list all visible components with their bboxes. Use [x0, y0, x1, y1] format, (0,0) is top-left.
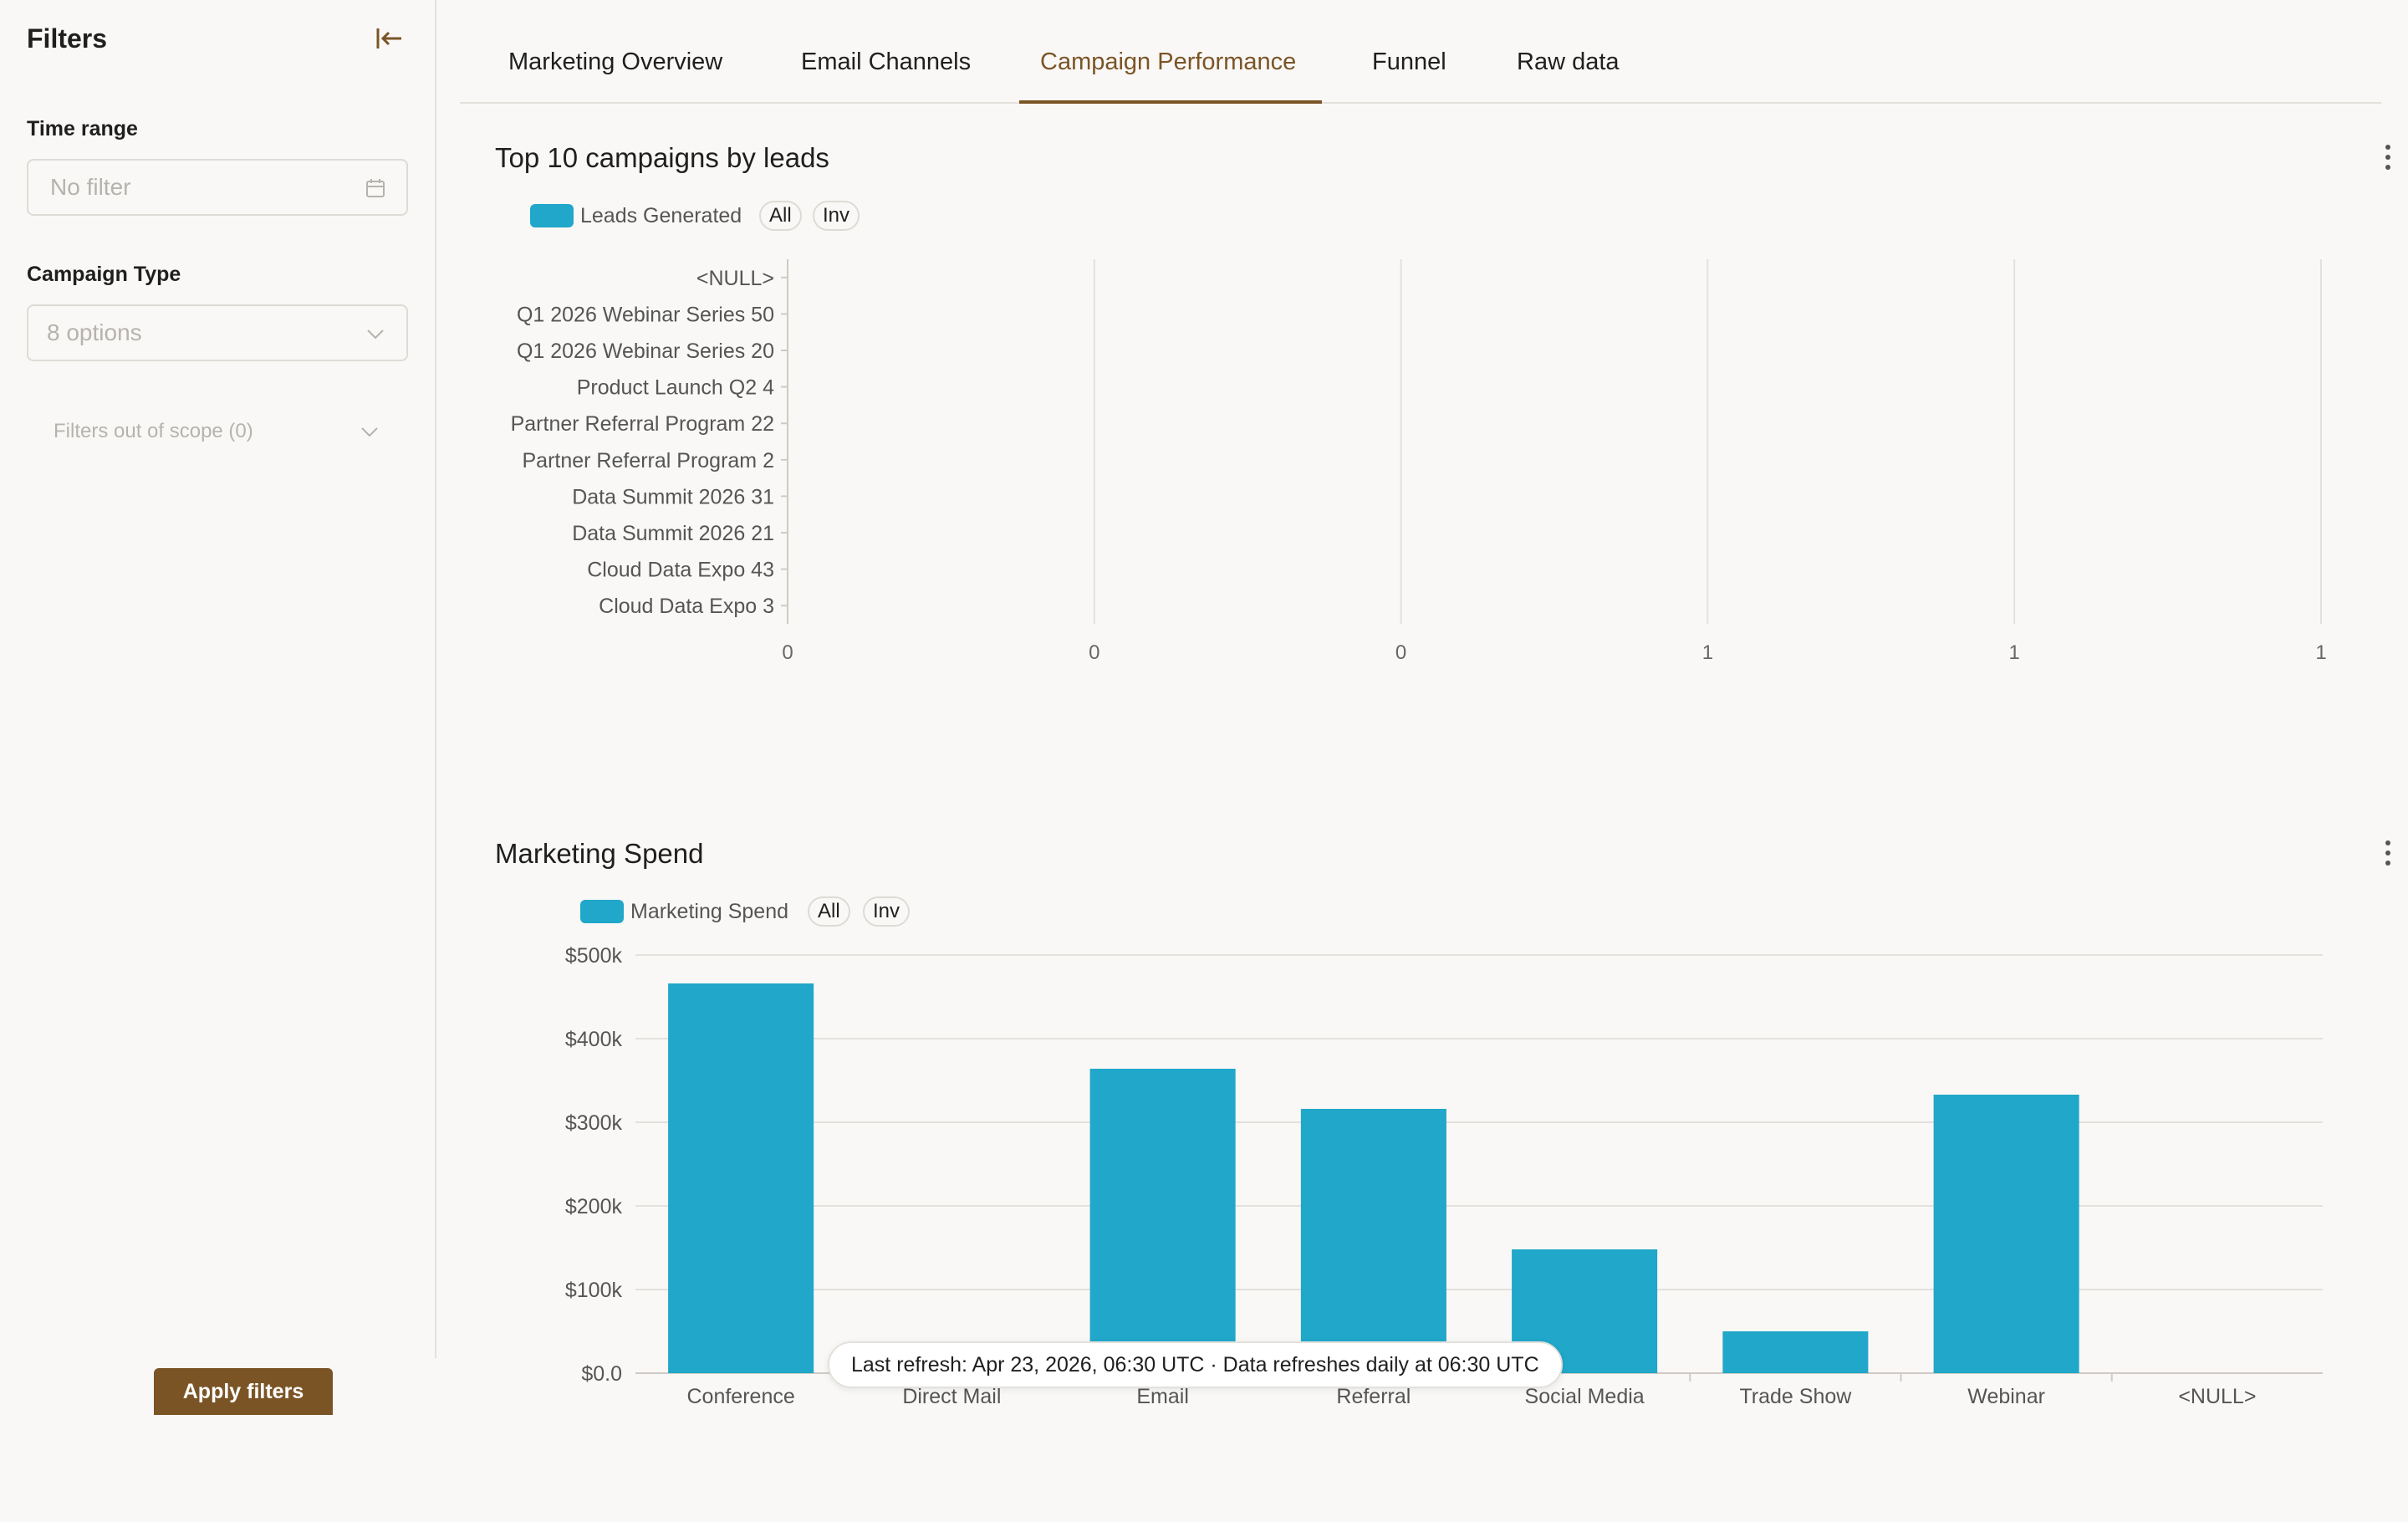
- y-tick-label: Partner Referral Program 2: [522, 449, 774, 472]
- tab-raw-data[interactable]: Raw data: [1517, 49, 1620, 75]
- bar: [1933, 1095, 2079, 1373]
- last-refresh-tooltip: Last refresh: Apr 23, 2026, 06:30 UTC · …: [828, 1341, 1563, 1388]
- y-tick-label: Partner Referral Program 22: [511, 412, 774, 436]
- bar: [1089, 1069, 1236, 1373]
- chevron-down-icon: [360, 423, 380, 440]
- tab-campaign-performance[interactable]: Campaign Performance: [1040, 49, 1297, 75]
- y-tick-label: Product Launch Q2 4: [577, 376, 774, 400]
- legend-all-button[interactable]: All: [808, 896, 850, 927]
- x-tick-label: 1: [2315, 641, 2326, 664]
- x-tick-label: 1: [1702, 641, 1713, 664]
- campaign-type-placeholder: 8 options: [47, 319, 142, 345]
- chart-title-top-campaigns: Top 10 campaigns by leads: [495, 142, 829, 173]
- bar: [1722, 1331, 1869, 1373]
- y-tick-label: Cloud Data Expo 3: [599, 595, 774, 618]
- time-range-label: Time range: [27, 117, 138, 140]
- y-tick-label: Q1 2026 Webinar Series 50: [517, 303, 774, 326]
- x-tick-label: Direct Mail: [902, 1385, 1001, 1408]
- x-tick-label: Trade Show: [1739, 1385, 1852, 1408]
- marketing-spend-chart: $0.0 $100k $200k $300k $400k $500k Conference D…: [565, 944, 2323, 1408]
- y-tick-label: Data Summit 2026 21: [572, 522, 774, 545]
- apply-filters-button[interactable]: Apply filters: [154, 1368, 333, 1415]
- x-tick-label: 0: [782, 641, 793, 664]
- filters-sidebar: Filters Time range No filter Campaign Ty…: [0, 0, 436, 1358]
- legend-label-leads[interactable]: Leads Generated: [580, 204, 742, 227]
- filters-title: Filters: [27, 23, 108, 54]
- x-tick-label: <NULL>: [2178, 1385, 2256, 1408]
- dashboard-tabs: Marketing Overview Email Channels Campai…: [460, 0, 2381, 104]
- y-tick-label: $200k: [565, 1195, 623, 1218]
- x-tick-label: Referral: [1336, 1385, 1411, 1408]
- bar: [668, 983, 814, 1373]
- bar: [1300, 1109, 1446, 1373]
- legend-all-button[interactable]: All: [759, 201, 802, 231]
- y-tick-label: <NULL>: [696, 267, 774, 290]
- y-tick-label: Q1 2026 Webinar Series 20: [517, 340, 774, 363]
- y-tick-label: Cloud Data Expo 43: [587, 559, 774, 582]
- legend-label-spend[interactable]: Marketing Spend: [630, 900, 789, 923]
- x-tick-label: 0: [1089, 641, 1099, 664]
- legend-swatch-spend[interactable]: [580, 900, 624, 923]
- tab-email-channels[interactable]: Email Channels: [801, 49, 972, 75]
- x-tick-label: Webinar: [1967, 1385, 2045, 1408]
- time-range-placeholder: No filter: [50, 174, 131, 200]
- legend-invert-button[interactable]: Inv: [813, 201, 860, 231]
- y-tick-label: $500k: [565, 944, 623, 968]
- filters-out-of-scope[interactable]: Filters out of scope (0): [54, 415, 388, 448]
- collapse-sidebar-icon[interactable]: [373, 22, 406, 55]
- campaign-type-select[interactable]: 8 options: [27, 304, 408, 361]
- legend-invert-button[interactable]: Inv: [863, 896, 911, 927]
- tab-marketing-overview[interactable]: Marketing Overview: [508, 49, 723, 75]
- more-options-icon[interactable]: [2378, 140, 2398, 174]
- more-options-icon[interactable]: [2378, 836, 2398, 870]
- y-tick-label: Data Summit 2026 31: [572, 485, 774, 508]
- campaign-type-label: Campaign Type: [27, 263, 181, 286]
- chart-title-marketing-spend: Marketing Spend: [495, 838, 704, 869]
- y-tick-label: $400k: [565, 1028, 623, 1051]
- top-campaigns-chart: 0 0 0 1 1 1 <NULL> Q1 2026 Webinar Series 50 Q1 …: [511, 259, 2327, 664]
- x-tick-label: 0: [1395, 641, 1406, 664]
- active-tab-indicator: [1019, 100, 1322, 104]
- chevron-down-icon: [365, 323, 386, 345]
- y-tick-label: $0.0: [581, 1362, 622, 1386]
- legend-swatch-leads[interactable]: [530, 204, 574, 227]
- y-tick-label: $300k: [565, 1111, 623, 1135]
- filters-out-of-scope-label: Filters out of scope (0): [54, 420, 253, 442]
- y-tick-label: $100k: [565, 1279, 623, 1302]
- x-tick-label: 1: [2009, 641, 2020, 664]
- x-tick-label: Email: [1136, 1385, 1189, 1408]
- tab-funnel[interactable]: Funnel: [1372, 49, 1446, 75]
- x-tick-label: Social Media: [1525, 1385, 1645, 1408]
- time-range-input[interactable]: No filter: [27, 159, 408, 216]
- x-tick-label: Conference: [687, 1385, 795, 1408]
- calendar-icon: [365, 177, 386, 199]
